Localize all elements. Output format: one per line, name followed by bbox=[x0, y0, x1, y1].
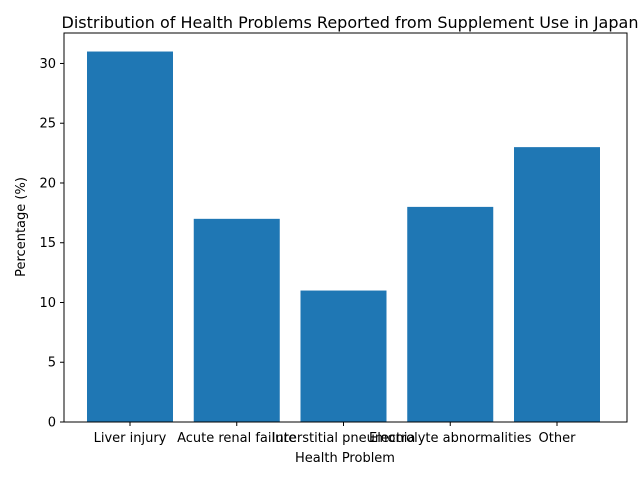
plot-frame bbox=[63, 32, 628, 423]
x-axis: Liver injury Acute renal failureInterstit… bbox=[94, 422, 576, 446]
y-tick-label: 10 bbox=[39, 296, 56, 311]
y-tick-label: 30 bbox=[39, 57, 56, 72]
bar-electrolyte-abnormalities bbox=[407, 206, 494, 422]
x-tick-label: Liver injury bbox=[94, 431, 167, 446]
y-tick-label: 25 bbox=[39, 117, 56, 132]
y-tick-label: 15 bbox=[39, 236, 56, 251]
bar-acute-renal-failure bbox=[193, 218, 280, 422]
x-tick-label: Electrolyte abnormalities bbox=[369, 431, 532, 446]
x-tick-label: Acute renal failure bbox=[177, 431, 296, 446]
bars-group bbox=[87, 51, 600, 423]
y-tick-label: 0 bbox=[48, 416, 56, 431]
y-tick-label: 5 bbox=[48, 356, 56, 371]
y-tick-label: 20 bbox=[39, 176, 56, 191]
y-axis-title: Percentage (%) bbox=[14, 177, 29, 277]
bar-liver-injury bbox=[87, 51, 173, 423]
x-tick-label: Interstitial pneumonia bbox=[272, 431, 416, 446]
x-axis-title: Health Problem bbox=[295, 451, 395, 466]
bar-interstitial-pneumonia bbox=[300, 290, 387, 422]
x-tick-label: Other bbox=[539, 431, 577, 446]
bar-other bbox=[514, 147, 600, 423]
y-axis: 0 5 10 15 20 25 30 bbox=[39, 57, 64, 431]
chart-title: Distribution of Health Problems Reported… bbox=[62, 13, 639, 32]
